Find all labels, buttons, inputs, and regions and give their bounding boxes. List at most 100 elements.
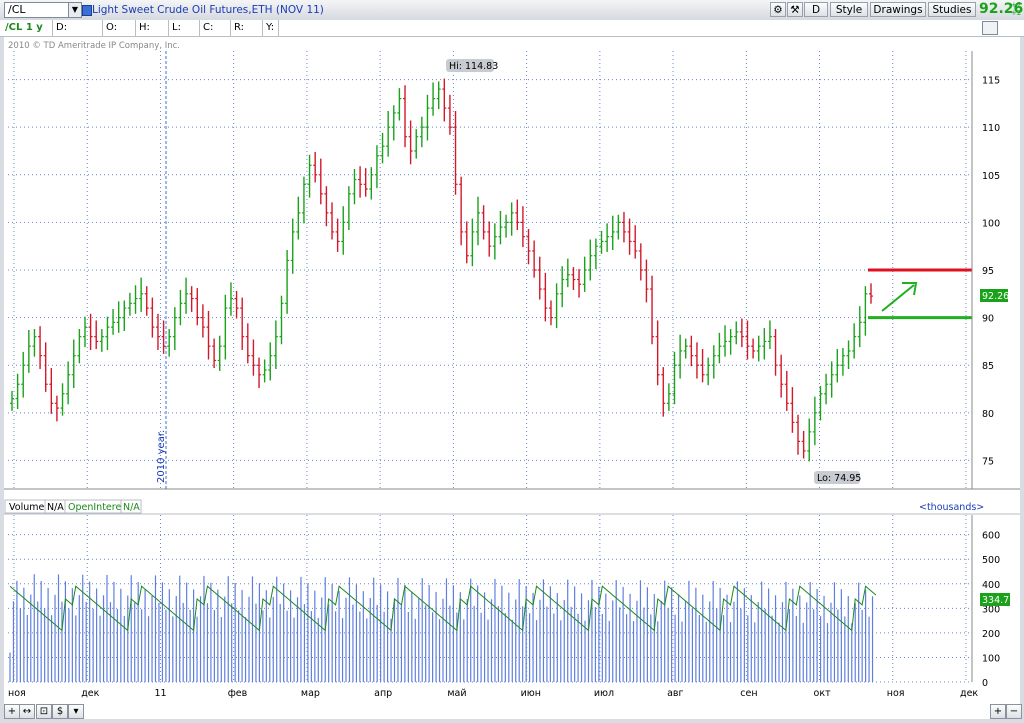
settings-icon[interactable]: ⚒ [787, 2, 803, 17]
ohlc-bar [863, 286, 868, 336]
ohlc-bar [66, 361, 71, 405]
price-volume-chart[interactable]: 2010 © TD Ameritrade IP Company, Inc. 75… [4, 37, 1020, 703]
ohlc-bar [621, 211, 626, 243]
year-marker-label: 2010 year. [156, 430, 167, 483]
oi-value: N/A [123, 502, 140, 513]
ohlc-bar [723, 325, 728, 357]
ohlc-bar [54, 395, 59, 422]
price-tick-label: 80 [982, 409, 994, 420]
ohlc-bar [588, 239, 593, 281]
chart-settings-icon[interactable] [982, 21, 998, 35]
ohlc-bar [846, 340, 851, 370]
hi-label-group: Hi: 114.83 [446, 59, 498, 72]
info-low: L: N/A [169, 20, 200, 49]
date-tick-label: окт [814, 688, 832, 699]
ohlc-bar [49, 368, 54, 414]
ohlc-bar [683, 338, 688, 359]
ohlc-bar [784, 370, 789, 411]
ohlc-bar [548, 300, 553, 326]
change-bottom: +2 [1011, 9, 1022, 17]
date-tick-label: ноя [887, 688, 905, 699]
ohlc-bar [363, 168, 368, 197]
ohlc-bar [610, 215, 615, 251]
ohlc-bar [290, 218, 295, 274]
ohlc-bar [779, 354, 784, 398]
ohlc-bar [767, 320, 772, 350]
ohlc-bar [408, 120, 413, 165]
info-y: Y: [263, 20, 279, 36]
style-button[interactable]: Style [830, 2, 868, 17]
zoom-out-icon[interactable]: − [1006, 704, 1022, 719]
ohlc-bar [43, 342, 48, 392]
symbol-dropdown-button[interactable]: ▼ [68, 2, 82, 18]
symbol-period[interactable]: /CL 1 y D [2, 20, 53, 49]
ohlc-bar [807, 418, 812, 462]
top-toolbar: /CL ▼ Light Sweet Crude Oil Futures,ETH … [0, 0, 1024, 21]
ohlc-bar [543, 272, 548, 322]
ohlc-bar [369, 167, 374, 200]
price-tag: 92.26 [982, 291, 1009, 302]
ohlc-bar [492, 223, 497, 260]
dollar-icon[interactable]: $ [52, 704, 68, 719]
ohlc-bar [262, 359, 267, 383]
ohlc-bar [526, 229, 531, 265]
date-tick-label: фев [228, 688, 248, 699]
ohlc-bar [818, 386, 823, 421]
ohlc-bar [717, 332, 722, 364]
studies-button[interactable]: Studies [928, 2, 976, 17]
open-interest-line [9, 585, 877, 632]
symbol-input[interactable]: /CL [4, 2, 71, 18]
chart-panel[interactable]: 2010 © TD Ameritrade IP Company, Inc. 75… [4, 37, 1020, 719]
ohlc-bar [560, 266, 565, 308]
date-axis: ноя дек 11 фев мар апр май июн июл авг сен окт ноя де… [8, 688, 978, 699]
pan-icon[interactable]: ↔ [19, 704, 35, 719]
ohlc-bar [801, 430, 806, 459]
ohlc-bar [470, 218, 475, 267]
drawings-button[interactable]: Drawings [870, 2, 926, 17]
ohlc-bar [257, 357, 262, 389]
volume-tick-label: 0 [982, 678, 988, 689]
ohlc-bar [32, 329, 37, 357]
ohlc-bar [155, 313, 160, 350]
zoom-in-icon[interactable]: + [990, 704, 1006, 719]
ohlc-bar [403, 85, 408, 148]
ohlc-bar [532, 240, 537, 278]
ohlc-bar [150, 297, 155, 338]
ohlc-bar [734, 321, 739, 345]
date-tick-label: май [447, 688, 466, 699]
zoom-icon[interactable]: ⊡ [36, 704, 52, 719]
ohlc-bar [812, 396, 817, 446]
ohlc-bar [212, 338, 217, 369]
ohlc-bar [77, 329, 82, 364]
ohlc-bar [301, 176, 306, 224]
ohlc-bar [436, 81, 441, 110]
ohlc-bar [352, 169, 357, 205]
ohlc-bar [15, 373, 20, 410]
ohlc-bar [391, 105, 396, 141]
link-icon[interactable]: ⚙ [770, 2, 786, 17]
ohlc-bar [21, 351, 26, 398]
ohlc-bar [829, 361, 834, 398]
volume-header: Volume N/A OpenInterest N/A <thousands> [4, 499, 1020, 515]
ohlc-bar [447, 94, 452, 135]
period-button[interactable]: D [804, 2, 828, 17]
ohlc-bar [459, 176, 464, 246]
ohlc-bar [195, 288, 200, 326]
volume-tag-group: 334.7 [980, 593, 1010, 606]
crosshair-icon[interactable]: + [4, 704, 20, 719]
ohlc-bar [206, 310, 211, 360]
info-open: O: N/A [103, 20, 136, 49]
ohlc-bar [790, 387, 795, 433]
ohlc-bar [442, 78, 447, 122]
volume-tag: 334.7 [982, 595, 1009, 606]
ohlc-bar [700, 349, 705, 383]
ohlc-bar [577, 269, 582, 298]
ohlc-bar [672, 351, 677, 405]
copyright-text: 2010 © TD Ameritrade IP Company, Inc. [8, 41, 180, 51]
price-tick-label: 100 [982, 218, 1000, 229]
date-tick-label: июн [521, 688, 541, 699]
volume-tick-label: 100 [982, 653, 1000, 664]
ohlc-bar [122, 300, 127, 331]
ohlc-bar [728, 329, 733, 355]
bottom-menu-icon[interactable]: ▾ [68, 704, 84, 719]
